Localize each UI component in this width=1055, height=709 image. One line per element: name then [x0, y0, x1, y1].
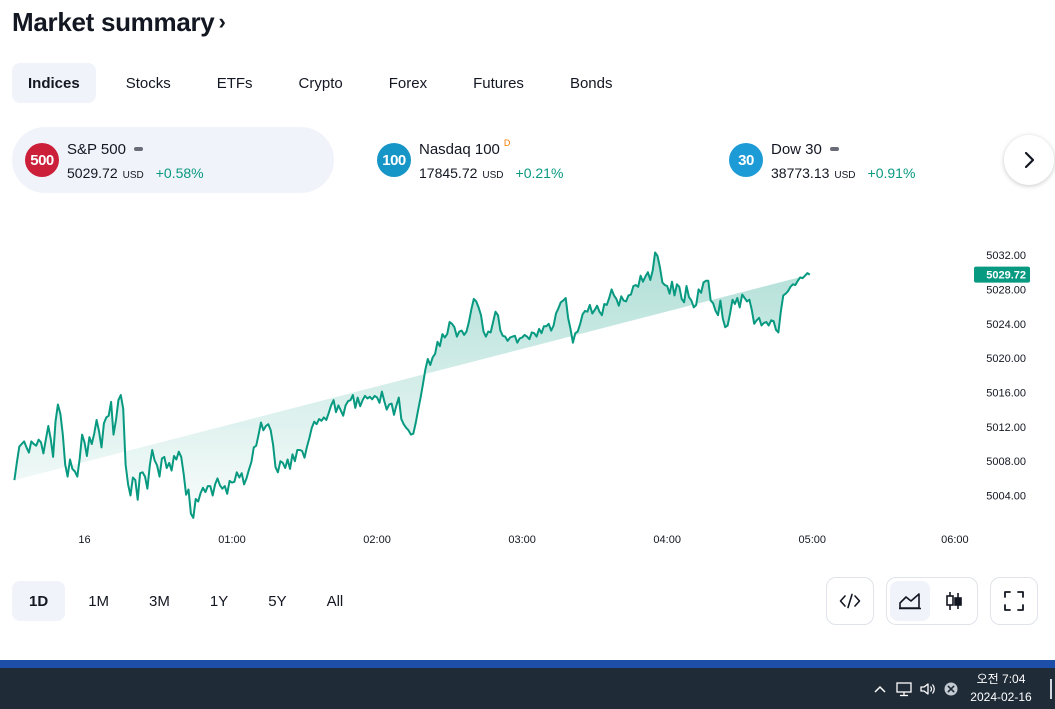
range-3m[interactable]: 3M	[149, 592, 170, 610]
ticker-info-dji: Dow 30 38773.13 USD +0.91%	[771, 139, 915, 182]
area-chart-button[interactable]	[890, 581, 930, 621]
y-tick-label: 5032.00	[986, 250, 1026, 262]
ticker-values-row: 38773.13 USD +0.91%	[771, 165, 915, 181]
chevron-right-icon[interactable]: ›	[218, 9, 226, 34]
ticker-currency: USD	[122, 170, 144, 181]
chart-style-group	[886, 577, 978, 625]
x-axis: 16 01:00 02:00 03:00 04:00 05:00 06:00	[78, 534, 968, 546]
range-all[interactable]: All	[326, 592, 344, 610]
ticker-name-row: Nasdaq 100 D	[419, 138, 563, 159]
ticker-badge-dji: 30	[729, 143, 763, 177]
x-tick-label: 16	[78, 534, 90, 546]
fullscreen-button[interactable]	[990, 577, 1038, 625]
embed-button[interactable]	[826, 577, 874, 625]
next-tickers-button[interactable]	[1004, 135, 1054, 185]
page-title-text[interactable]: Market summary	[12, 6, 215, 37]
last-price-text: 5029.72	[986, 270, 1026, 282]
clock-time: 오전 7:04	[976, 672, 1026, 686]
ticker-price: 38773.13	[771, 165, 830, 181]
tab-crypto[interactable]: Crypto	[298, 74, 343, 92]
ticker-info-ndx: Nasdaq 100 D 17845.72 USD +0.21%	[419, 138, 563, 181]
y-tick-label: 5004.00	[986, 491, 1026, 503]
show-hidden-icons-button[interactable]	[870, 668, 890, 709]
x-tick-label: 04:00	[653, 534, 681, 546]
x-tick-label: 02:00	[363, 534, 391, 546]
y-tick-label: 5020.00	[986, 353, 1026, 365]
y-tick-label: 5016.00	[986, 387, 1026, 399]
tab-etfs[interactable]: ETFs	[216, 74, 253, 92]
last-price-label: 5029.72	[974, 266, 1030, 283]
network-button[interactable]	[893, 668, 915, 709]
y-tick-label: 5012.00	[986, 422, 1026, 434]
price-chart[interactable]: 5032.00 5028.00 5024.00 5020.00 5016.00 5012.…	[0, 225, 1055, 550]
tab-stocks[interactable]: Stocks	[125, 74, 171, 92]
range-1y[interactable]: 1Y	[209, 592, 229, 610]
range-1d[interactable]: 1D	[12, 581, 66, 621]
ticker-info-spx: S&P 500 5029.72 USD +0.58%	[67, 139, 204, 182]
ticker-dji[interactable]: 30 Dow 30 38773.13 USD +0.91%	[716, 127, 996, 193]
close-circle-icon	[944, 682, 958, 695]
show-desktop-edge[interactable]	[1050, 679, 1052, 699]
ticker-spx[interactable]: 500 S&P 500 5029.72 USD +0.58%	[12, 127, 334, 193]
dash-icon	[133, 147, 143, 151]
tab-indices[interactable]: Indices	[12, 63, 96, 103]
ticker-badge-spx: 500	[25, 143, 59, 177]
ticker-values-row: 5029.72 USD +0.58%	[67, 165, 204, 181]
ticker-change: +0.91%	[867, 165, 916, 181]
range-1m[interactable]: 1M	[88, 592, 110, 610]
x-tick-label: 06:00	[941, 534, 969, 546]
chevron-up-icon	[874, 685, 886, 693]
chevron-right-icon	[1024, 151, 1035, 169]
ticker-name-row: Dow 30	[771, 139, 915, 159]
x-tick-label: 01:00	[218, 534, 246, 546]
tab-bonds[interactable]: Bonds	[569, 74, 613, 92]
ticker-currency: USD	[834, 170, 856, 181]
area-chart-icon	[899, 593, 921, 610]
candlestick-icon	[946, 592, 962, 610]
candlestick-chart-button[interactable]	[934, 581, 974, 621]
volume-icon	[920, 682, 935, 695]
ticker-ndx[interactable]: 100 Nasdaq 100 D 17845.72 USD +0.21%	[364, 127, 684, 193]
fullscreen-icon	[1004, 591, 1024, 611]
windows-taskbar: 오전 7:04 2024-02-16	[0, 668, 1055, 709]
x-tick-label: 03:00	[508, 534, 536, 546]
y-axis: 5032.00 5028.00 5024.00 5020.00 5016.00 5012.…	[986, 250, 1026, 502]
y-tick-label: 5024.00	[986, 319, 1026, 331]
y-tick-label: 5008.00	[986, 456, 1026, 468]
ticker-price: 5029.72	[67, 165, 118, 181]
volume-button[interactable]	[917, 668, 939, 709]
ticker-name: Nasdaq 100	[419, 140, 500, 158]
delayed-data-icon: D	[503, 138, 511, 148]
ticker-change: +0.58%	[155, 165, 204, 181]
dash-icon	[829, 147, 839, 151]
page-title[interactable]: Market summary ›	[12, 4, 226, 40]
category-tabs: Indices Stocks ETFs Crypto Forex Futures…	[12, 63, 642, 103]
network-icon	[896, 681, 912, 696]
status-button[interactable]	[941, 668, 961, 709]
price-line	[13, 251, 811, 519]
clock-date: 2024-02-16	[970, 690, 1032, 704]
taskbar-clock[interactable]: 오전 7:04 2024-02-16	[962, 670, 1040, 706]
x-tick-label: 05:00	[799, 534, 827, 546]
ticker-currency: USD	[482, 170, 504, 181]
last-price-tag	[974, 266, 1030, 283]
ticker-change: +0.21%	[515, 165, 564, 181]
ticker-price: 17845.72	[419, 165, 478, 181]
ticker-badge-ndx: 100	[377, 143, 411, 177]
y-tick-label: 5028.00	[986, 284, 1026, 296]
ticker-name-row: S&P 500	[67, 139, 204, 159]
ticker-name: Dow 30	[771, 140, 822, 158]
window-bottom-border	[0, 660, 1055, 668]
ticker-name: S&P 500	[67, 140, 126, 158]
tab-futures[interactable]: Futures	[473, 74, 524, 92]
price-area-fill	[14, 252, 810, 518]
time-range-selector: 1D 1M 3M 1Y 5Y All	[12, 581, 366, 621]
ticker-values-row: 17845.72 USD +0.21%	[419, 165, 563, 181]
code-icon	[839, 593, 861, 609]
range-5y[interactable]: 5Y	[268, 592, 287, 610]
tab-forex[interactable]: Forex	[388, 74, 428, 92]
